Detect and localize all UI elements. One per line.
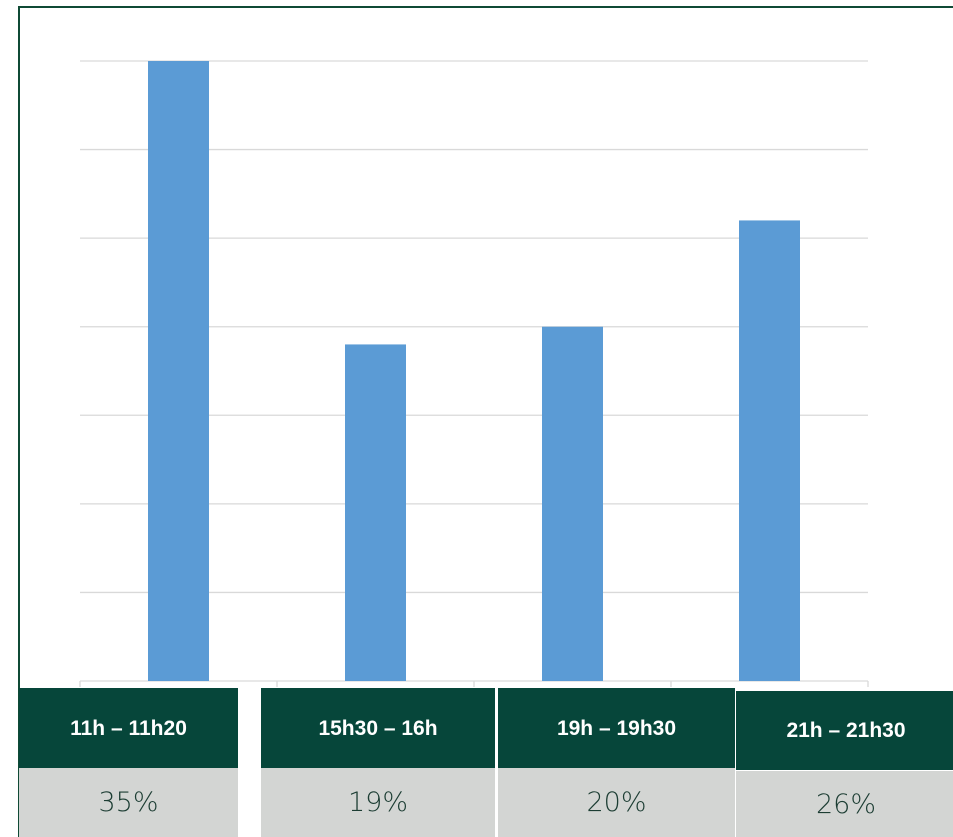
bar-4 (739, 220, 800, 681)
bar-3 (542, 326, 603, 681)
value-label-4: 26% (736, 771, 953, 837)
value-label-3: 20% (498, 768, 735, 837)
value-label-1: 35% (19, 768, 238, 837)
bar-chart-plot (79, 60, 869, 687)
bar-1 (148, 61, 209, 681)
category-label-1: 11h – 11h20 (19, 688, 238, 770)
category-label-2: 15h30 – 16h (261, 688, 495, 770)
chart-frame (18, 6, 953, 837)
category-label-3: 19h – 19h30 (498, 688, 735, 770)
value-label-2: 19% (261, 768, 495, 837)
bar-2 (345, 344, 406, 681)
category-label-4: 21h – 21h30 (736, 691, 953, 770)
